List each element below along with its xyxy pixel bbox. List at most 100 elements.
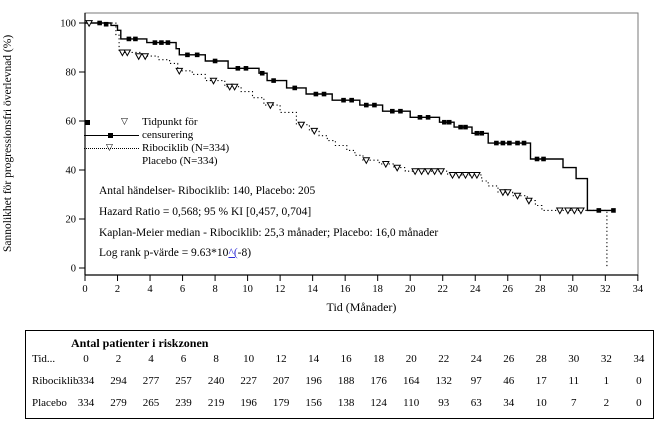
risk-cell: 257 xyxy=(175,375,192,387)
svg-text:20: 20 xyxy=(405,284,416,295)
svg-text:6: 6 xyxy=(180,284,185,295)
risk-cell: 227 xyxy=(240,375,257,387)
risk-cell: 4 xyxy=(148,353,154,365)
risk-table-row-ribociklib: Ribociklib 334 294 277 257 240 227 207 196 188 176… xyxy=(26,375,653,388)
risk-cell: 0 xyxy=(636,375,642,387)
risk-cell: 34 xyxy=(633,353,645,365)
pvalue-highlight: ^( xyxy=(228,247,238,260)
svg-text:32: 32 xyxy=(600,284,611,295)
annotation-events: Antal händelser- Ribociklib: 140, Placeb… xyxy=(99,185,316,197)
risk-cell: 124 xyxy=(370,397,387,409)
annotations: Antal händelser- Ribociklib: 140, Placeb… xyxy=(99,181,438,264)
risk-cell: 1 xyxy=(603,375,610,387)
svg-text:16: 16 xyxy=(340,284,351,295)
y-axis-label: Sannolikhet för progressionsfri överlevn… xyxy=(2,34,14,252)
risk-cell: 16 xyxy=(340,353,352,365)
svg-text:24: 24 xyxy=(470,284,481,295)
censor-square-icon xyxy=(85,120,90,125)
risk-cell: 17 xyxy=(535,375,547,387)
risk-cell: 97 xyxy=(470,375,482,387)
svg-text:22: 22 xyxy=(437,284,448,295)
legend-censor-label-line1: Tidpunkt för xyxy=(142,116,198,128)
svg-text:34: 34 xyxy=(633,284,644,295)
svg-text:0: 0 xyxy=(71,264,76,275)
risk-cell: 132 xyxy=(435,375,452,387)
risk-cell: 8 xyxy=(213,353,219,365)
legend-placebo-label: Placebo (N=334) xyxy=(142,155,218,167)
legend-empty-cell xyxy=(84,155,142,168)
km-chart-area: 0 20 40 60 80 100 0 2 4 6 8 10 12 14 16 18 20 22 24 26 28 30 3… xyxy=(2,12,644,314)
annotation-km-median: Kaplan-Meier median - Ribociklib: 25,3 m… xyxy=(99,226,439,239)
risk-cell: 138 xyxy=(337,397,355,409)
triangle-marker-icon: ▽ xyxy=(106,143,113,153)
risk-cell: 32 xyxy=(600,353,612,365)
risk-cell: 28 xyxy=(535,353,547,365)
placebo-line-sample: ▽ xyxy=(84,142,142,155)
risk-table-row-tid: Tid... 0 2 4 6 8 10 12 14 16 18 20 22 24 26 28 30 32 34 xyxy=(26,353,653,366)
risk-cell: 2 xyxy=(603,397,610,409)
svg-text:40: 40 xyxy=(66,166,77,177)
svg-text:28: 28 xyxy=(535,284,546,295)
risk-cell: 219 xyxy=(207,397,225,409)
svg-text:60: 60 xyxy=(66,117,77,128)
risk-row-label: Ribociklib xyxy=(32,375,79,387)
svg-text:14: 14 xyxy=(307,284,318,295)
risk-cell: 156 xyxy=(305,397,322,409)
risk-cell: 279 xyxy=(110,397,127,409)
legend: ▽ Tidpunkt för censurering ▽ Ribociklib … xyxy=(84,116,229,168)
risk-cell: 20 xyxy=(405,353,417,365)
pvalue-suffix: -8) xyxy=(237,247,252,260)
risk-cell: 240 xyxy=(207,375,225,387)
risk-table-row-placebo: Placebo 334 279 265 239 219 196 179 156 138 124 110… xyxy=(26,397,653,410)
censor-triangle-icon: ▽ xyxy=(121,117,128,127)
risk-cell: 7 xyxy=(571,397,577,409)
risk-cell: 334 xyxy=(77,375,95,387)
svg-text:4: 4 xyxy=(147,284,153,295)
risk-row-label: Tid... xyxy=(32,353,56,365)
risk-cell: 176 xyxy=(370,375,387,387)
annotation-hazard-ratio: Hazard Ratio = 0,568; 95 % KI [0,457, 0,… xyxy=(99,205,312,218)
risk-cell: 26 xyxy=(503,353,515,365)
svg-text:80: 80 xyxy=(66,68,77,79)
risk-cell: 93 xyxy=(438,397,450,409)
x-axis-label: Tid (Månader) xyxy=(326,300,397,314)
risk-cell: 164 xyxy=(402,375,420,387)
svg-text:18: 18 xyxy=(372,284,383,295)
annotation-pvalue: Log rank p-värde = 9.63*10^(-8) xyxy=(99,243,438,264)
risk-cell: 34 xyxy=(503,397,515,409)
risk-cell: 196 xyxy=(305,375,322,387)
ribociklib-line-sample xyxy=(84,129,142,142)
risk-cell: 265 xyxy=(142,397,160,409)
svg-text:26: 26 xyxy=(503,284,514,295)
risk-cell: 22 xyxy=(438,353,450,365)
risk-cell: 0 xyxy=(83,353,89,365)
risk-cell: 294 xyxy=(110,375,127,387)
risk-cell: 239 xyxy=(175,397,192,409)
risk-cell: 179 xyxy=(272,397,290,409)
risk-cell: 110 xyxy=(403,397,420,409)
risk-table: Antal patienter i riskzonen Tid... 0 2 4 6 8 1… xyxy=(25,330,654,419)
risk-cell: 46 xyxy=(503,375,515,387)
legend-ribociklib-label: Ribociklib (N=334) xyxy=(142,142,230,154)
risk-cell: 6 xyxy=(180,353,187,365)
svg-text:12: 12 xyxy=(275,284,286,295)
svg-text:8: 8 xyxy=(212,284,217,295)
risk-cell: 2 xyxy=(115,353,122,365)
svg-text:0: 0 xyxy=(82,284,87,295)
legend-censor-label-line2: censurering xyxy=(142,129,194,141)
risk-cell: 11 xyxy=(568,375,580,387)
risk-cell: 10 xyxy=(535,397,547,409)
risk-cell: 277 xyxy=(142,375,160,387)
risk-cell: 63 xyxy=(470,397,482,409)
pvalue-prefix: Log rank p-värde = 9.63*10 xyxy=(99,247,229,260)
censor-symbols: ▽ xyxy=(84,116,142,129)
risk-cell: 10 xyxy=(243,353,255,365)
risk-table-title: Antal patienter i riskzonen xyxy=(71,336,209,350)
risk-cell: 0 xyxy=(636,397,642,409)
risk-cell: 14 xyxy=(308,353,320,365)
svg-text:2: 2 xyxy=(115,284,120,295)
svg-text:20: 20 xyxy=(66,215,77,226)
svg-text:100: 100 xyxy=(60,19,76,30)
